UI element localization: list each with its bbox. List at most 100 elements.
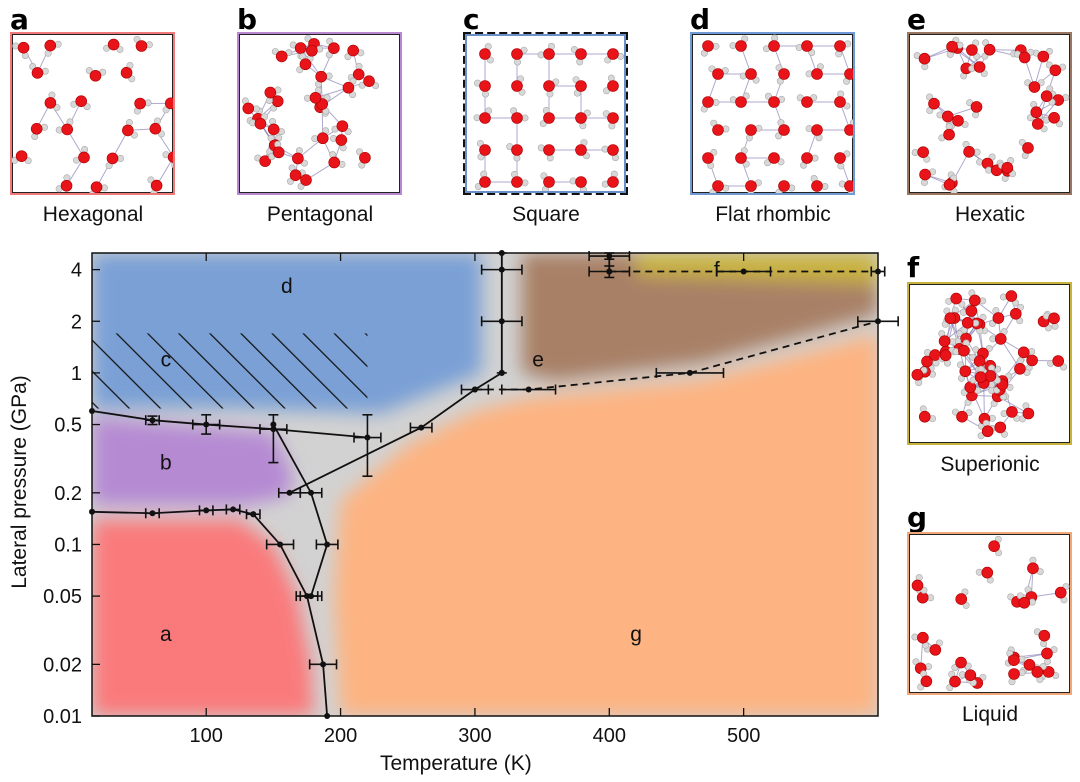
data-point	[149, 510, 156, 517]
data-point	[303, 593, 310, 600]
panel-structure-b	[237, 32, 402, 195]
x-tick-label: 300	[458, 725, 491, 747]
y-tick-label: 0.02	[43, 654, 82, 676]
y-tick-label: 0.1	[54, 534, 82, 556]
data-point	[875, 268, 881, 275]
panel-letter-c: c	[463, 3, 480, 36]
data-point	[606, 253, 613, 260]
panel-structure-f	[907, 282, 1072, 445]
panel-caption-d: Flat rhombic	[715, 203, 831, 226]
panel-caption-a: Hexagonal	[42, 203, 144, 226]
data-point	[364, 434, 371, 441]
panel-letter-d: d	[690, 3, 711, 36]
region-label-b: b	[160, 452, 172, 475]
region-square-hatch	[92, 333, 368, 409]
data-point	[324, 541, 331, 548]
molecule-snapshot-f	[911, 289, 1068, 440]
data-point	[875, 318, 881, 325]
axes: 100 200 300 400 500 4 2 1 0.5 0.2 0.1 0.05 0.02 0.01	[43, 252, 879, 747]
molecule-snapshot-a	[12, 35, 173, 193]
data-point	[250, 511, 257, 518]
region-superionic	[636, 253, 878, 284]
data-point	[270, 421, 277, 428]
region-hexagonal	[92, 519, 314, 716]
boundary-line-1	[91, 410, 368, 439]
molecule-snapshot-c	[473, 42, 624, 191]
data-point	[149, 417, 156, 424]
data-point	[89, 407, 95, 414]
data-point	[498, 369, 505, 376]
phase-boundaries	[89, 250, 899, 719]
x-tick-label: 200	[324, 725, 357, 747]
y-tick-label: 1	[71, 363, 82, 385]
data-point	[471, 386, 478, 393]
boundary-line-6	[474, 320, 879, 391]
data-point	[498, 250, 505, 256]
y-tick-label: 0.05	[43, 586, 82, 608]
x-tick-label: 500	[727, 725, 760, 747]
data-point	[471, 386, 478, 393]
region-label-a: a	[160, 623, 172, 646]
panel-caption-b: Pentagonal	[266, 203, 374, 226]
y-axis-label: Lateral pressure (GPa)	[8, 375, 31, 589]
panel-caption-f: Superionic	[940, 453, 1040, 476]
data-point	[498, 369, 505, 376]
panel-structure-g	[907, 532, 1072, 695]
region-hexatic	[521, 253, 878, 381]
data-point	[606, 268, 613, 275]
data-point	[89, 508, 95, 515]
data-point	[277, 541, 284, 548]
data-point	[308, 593, 315, 600]
boundary-line-4	[289, 372, 503, 494]
region-liquid	[333, 333, 878, 716]
data-point	[270, 426, 277, 433]
data-point	[606, 268, 613, 275]
data-point	[203, 421, 210, 428]
panel-letter-f: f	[907, 251, 920, 284]
region-label-d: d	[281, 275, 293, 298]
y-tick-label: 0.5	[54, 415, 82, 437]
panel-structure-e	[907, 32, 1072, 195]
molecule-snapshot-g	[911, 535, 1070, 692]
data-point	[250, 511, 257, 518]
panel-structure-d	[690, 32, 855, 195]
y-tick-label: 4	[71, 260, 82, 282]
data-point	[230, 506, 237, 513]
panel-letter-g: g	[907, 501, 928, 534]
x-axis-label: Temperature (K)	[380, 752, 532, 775]
data-point	[203, 507, 210, 514]
y-tick-label: 2	[71, 311, 82, 333]
molecule-snapshot-e	[911, 36, 1070, 193]
region-pentagonal	[92, 417, 294, 505]
data-point	[286, 489, 293, 496]
panel-letter-a: a	[10, 3, 29, 36]
data-point	[418, 424, 425, 431]
boundary-line-2	[252, 513, 329, 717]
data-point	[308, 489, 315, 496]
panel-letter-e: e	[907, 3, 926, 36]
data-point	[324, 713, 331, 719]
plot-background	[92, 253, 878, 716]
x-tick-label: 100	[190, 725, 223, 747]
y-tick-label: 0.2	[54, 483, 82, 505]
data-point	[686, 369, 693, 376]
region-rhombic	[92, 253, 482, 414]
region-label-g: g	[630, 623, 642, 646]
data-point	[498, 318, 505, 325]
x-tick-label: 400	[593, 725, 626, 747]
region-label-e: e	[532, 348, 544, 371]
y-tick-label: 0.01	[43, 706, 82, 728]
panel-caption-c: Square	[512, 203, 580, 226]
panel-letter-b: b	[237, 3, 258, 36]
region-label-c: c	[161, 348, 172, 371]
boundary-line-3	[272, 424, 329, 597]
data-point	[740, 268, 747, 275]
panel-caption-e: Hexatic	[954, 203, 1026, 226]
region-label-f: f	[714, 259, 720, 282]
boundary-line-0	[91, 508, 254, 516]
panel-structure-a	[10, 32, 175, 195]
molecule-snapshot-d	[700, 34, 853, 193]
panel-caption-g: Liquid	[961, 703, 1019, 726]
panel-structure-c	[463, 32, 628, 195]
data-point	[498, 266, 505, 273]
